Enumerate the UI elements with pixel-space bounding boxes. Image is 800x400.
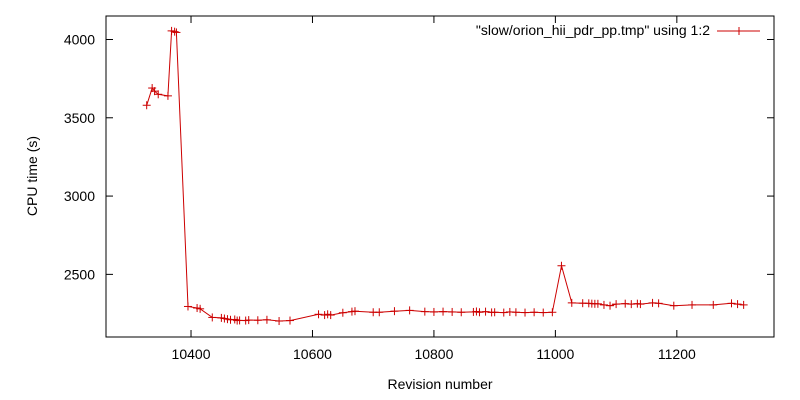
data-point	[567, 298, 576, 307]
x-tick-label: 10400	[172, 346, 211, 362]
y-tick-label: 3000	[64, 188, 95, 204]
legend-label: "slow/orion_hii_pdr_pp.tmp" using 1:2	[476, 22, 710, 38]
data-point	[511, 308, 520, 317]
x-tick-label: 11200	[658, 346, 696, 362]
x-tick-label: 10800	[414, 346, 453, 362]
y-tick-label: 3500	[64, 110, 95, 126]
data-point	[314, 310, 323, 319]
data-point	[244, 316, 253, 325]
data-point	[286, 316, 295, 325]
data-point	[375, 308, 384, 317]
data-point	[405, 306, 414, 315]
data-point	[688, 300, 697, 309]
x-tick-label: 11000	[536, 346, 574, 362]
data-point	[163, 91, 172, 100]
legend: "slow/orion_hii_pdr_pp.tmp" using 1:2	[476, 22, 760, 38]
data-point	[475, 308, 484, 317]
data-point	[490, 308, 499, 317]
data-point	[669, 301, 678, 310]
data-point	[606, 301, 615, 310]
data-point	[530, 308, 539, 317]
data-point	[521, 308, 530, 317]
data-point	[557, 261, 566, 270]
data-point	[429, 307, 438, 316]
axis-tick-labels: 10400 10600 10800 11000 11200 2500 3000 3500 400…	[64, 31, 696, 362]
plot-frame	[105, 15, 775, 338]
x-tick-label: 10600	[293, 346, 332, 362]
data-point	[636, 300, 645, 309]
data-point	[499, 308, 508, 317]
data-point	[350, 307, 359, 316]
x-axis-label: Revision number	[387, 376, 492, 392]
data-point	[481, 307, 490, 316]
data-point	[183, 302, 192, 311]
series-line	[146, 30, 744, 322]
data-point	[448, 307, 457, 316]
data-point	[548, 308, 557, 317]
data-point	[275, 317, 284, 326]
data-point	[739, 300, 748, 309]
data-point	[727, 299, 736, 308]
data-point	[326, 311, 335, 320]
data-point	[539, 308, 548, 317]
data-point	[420, 307, 429, 316]
data-point	[170, 27, 179, 36]
legend-marker	[735, 27, 743, 35]
y-tick-label: 2500	[64, 266, 95, 282]
data-point	[172, 28, 181, 37]
y-tick-label: 4000	[64, 31, 95, 47]
data-point	[733, 300, 742, 309]
axis-ticks	[106, 16, 774, 337]
data-point	[457, 308, 466, 317]
data-point	[142, 101, 151, 110]
data-point	[593, 299, 602, 308]
data-point	[599, 300, 608, 309]
data-point	[154, 90, 163, 99]
data-point	[709, 300, 718, 309]
data-point	[390, 307, 399, 316]
data-point	[262, 315, 271, 324]
data-point	[196, 304, 205, 313]
data-point	[654, 299, 663, 308]
data-point	[439, 307, 448, 316]
data-point	[208, 313, 217, 322]
data-point	[612, 300, 621, 309]
y-axis-label: CPU time (s)	[24, 136, 40, 216]
data-point	[338, 308, 347, 317]
series-layer	[142, 26, 748, 326]
data-point	[253, 316, 262, 325]
